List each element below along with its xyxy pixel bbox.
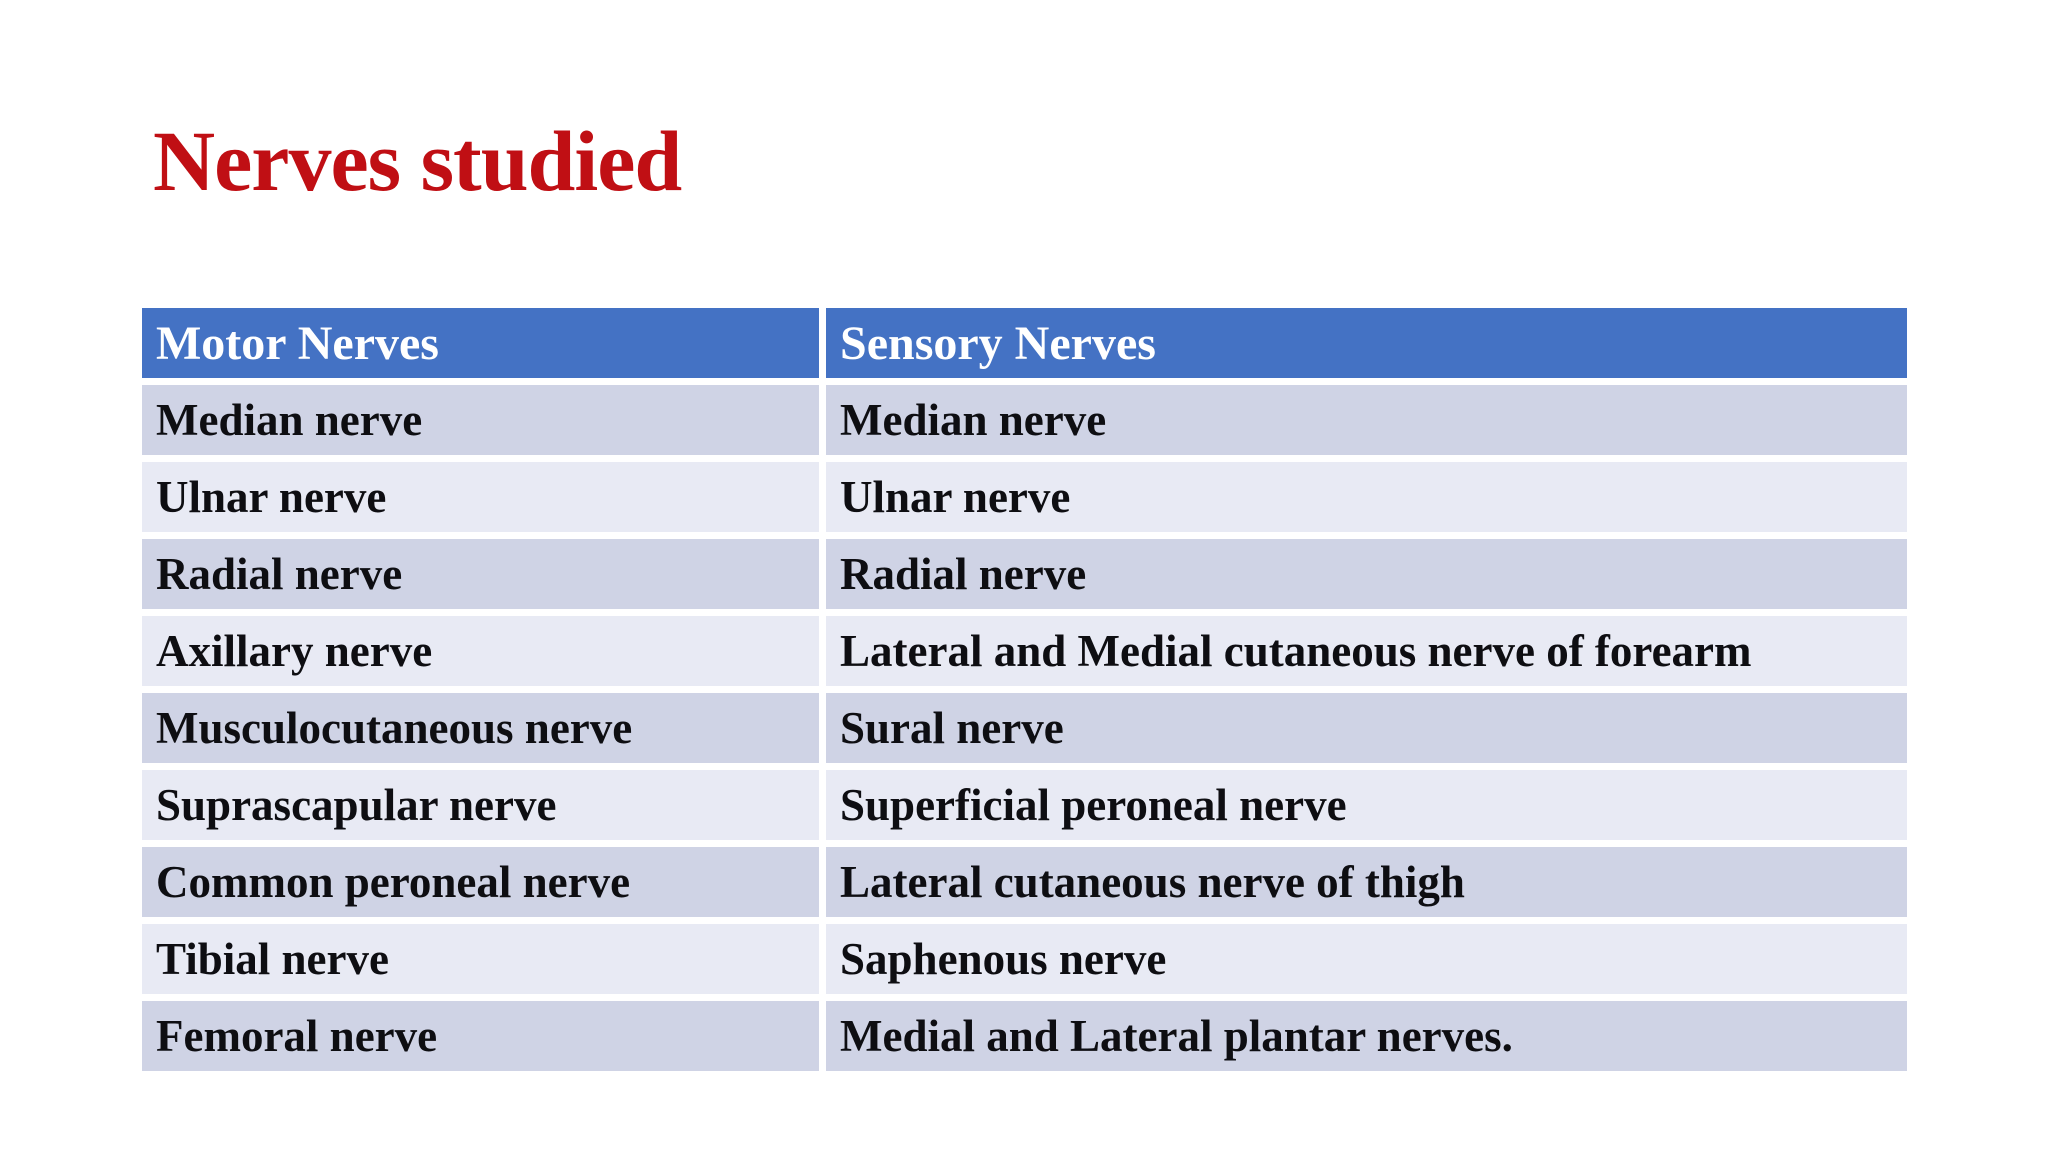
table-row: Common peroneal nerve Lateral cutaneous n… bbox=[142, 847, 1907, 924]
table-row: Ulnar nerve Ulnar nerve bbox=[142, 462, 1907, 539]
table-row: Suprascapular nerve Superficial peroneal … bbox=[142, 770, 1907, 847]
table-body: Median nerve Median nerve Ulnar nerve Ulnar… bbox=[142, 385, 1907, 1071]
sensory-nerve-cell: Medial and Lateral plantar nerves. bbox=[826, 1001, 1907, 1071]
motor-nerve-cell: Ulnar nerve bbox=[142, 462, 826, 539]
sensory-nerve-cell: Superficial peroneal nerve bbox=[826, 770, 1907, 847]
motor-nerve-cell: Tibial nerve bbox=[142, 924, 826, 1001]
motor-nerve-cell: Median nerve bbox=[142, 385, 826, 462]
table-row: Femoral nerve Medial and Lateral plantar … bbox=[142, 1001, 1907, 1071]
motor-nerve-cell: Femoral nerve bbox=[142, 1001, 826, 1071]
nerves-table: Motor Nerves Sensory Nerves Median nerve… bbox=[142, 308, 1907, 1071]
sensory-nerve-cell: Lateral and Medial cutaneous nerve of fo… bbox=[826, 616, 1907, 693]
motor-nerve-cell: Musculocutaneous nerve bbox=[142, 693, 826, 770]
motor-nerve-cell: Axillary nerve bbox=[142, 616, 826, 693]
table-header-row: Motor Nerves Sensory Nerves bbox=[142, 308, 1907, 385]
sensory-nerve-cell: Median nerve bbox=[826, 385, 1907, 462]
sensory-nerve-cell: Saphenous nerve bbox=[826, 924, 1907, 1001]
table-row: Median nerve Median nerve bbox=[142, 385, 1907, 462]
sensory-nerve-cell: Lateral cutaneous nerve of thigh bbox=[826, 847, 1907, 924]
column-header-sensory-nerves: Sensory Nerves bbox=[826, 308, 1907, 385]
sensory-nerve-cell: Sural nerve bbox=[826, 693, 1907, 770]
table-row: Tibial nerve Saphenous nerve bbox=[142, 924, 1907, 1001]
motor-nerve-cell: Common peroneal nerve bbox=[142, 847, 826, 924]
motor-nerve-cell: Radial nerve bbox=[142, 539, 826, 616]
table-row: Musculocutaneous nerve Sural nerve bbox=[142, 693, 1907, 770]
column-header-motor-nerves: Motor Nerves bbox=[142, 308, 826, 385]
slide-title: Nerves studied bbox=[153, 113, 682, 209]
motor-nerve-cell: Suprascapular nerve bbox=[142, 770, 826, 847]
sensory-nerve-cell: Ulnar nerve bbox=[826, 462, 1907, 539]
table-row: Radial nerve Radial nerve bbox=[142, 539, 1907, 616]
table-row: Axillary nerve Lateral and Medial cutaneo… bbox=[142, 616, 1907, 693]
sensory-nerve-cell: Radial nerve bbox=[826, 539, 1907, 616]
